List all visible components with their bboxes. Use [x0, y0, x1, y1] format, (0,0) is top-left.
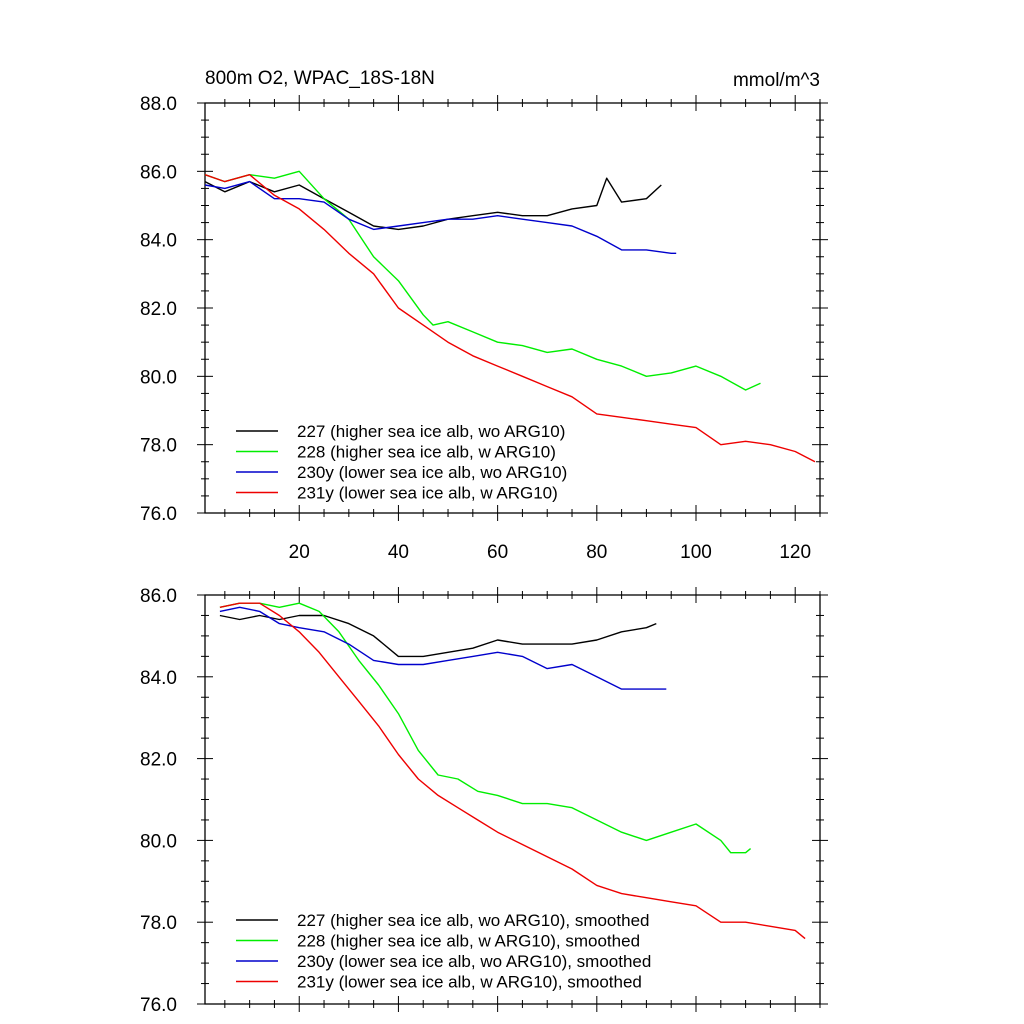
legend-label: 228 (higher sea ice alb, w ARG10): [297, 443, 556, 462]
top-panel: 800m O2, WPAC_18S-18N mmol/m^3 76.0 78.0 8…: [140, 68, 828, 563]
series-line-3: [204, 173, 816, 463]
x-tick-label: 80: [586, 542, 607, 563]
legend-label: 231y (lower sea ice alb, w ARG10): [297, 484, 558, 503]
series-line-2: [219, 606, 667, 690]
legend-label: 230y (lower sea ice alb, wo ARG10), smoo…: [297, 952, 651, 971]
legend-label: 231y (lower sea ice alb, w ARG10), smoot…: [297, 973, 642, 992]
series-line-3: [219, 602, 806, 940]
series-line-1: [204, 170, 761, 391]
legend-label: 227 (higher sea ice alb, wo ARG10): [297, 422, 565, 441]
top-y-tick-labels: 76.0 78.0 80.0 82.0 84.0 86.0 88.0: [140, 94, 177, 525]
y-tick-label: 84.0: [140, 231, 177, 252]
y-tick-label: 78.0: [140, 913, 177, 934]
legend-label: 230y (lower sea ice alb, wo ARG10): [297, 463, 567, 482]
top-panel-units: mmol/m^3: [733, 70, 820, 91]
y-tick-label: 86.0: [140, 586, 177, 607]
x-tick-label: 100: [680, 542, 712, 563]
series-line-2: [204, 180, 677, 255]
series-line-1: [219, 602, 752, 854]
top-legend: 227 (higher sea ice alb, wo ARG10) 228 (h…: [236, 422, 567, 503]
y-tick-label: 80.0: [140, 367, 177, 388]
top-x-tick-labels: 20 40 60 80 100 120: [289, 542, 811, 563]
y-tick-label: 82.0: [140, 750, 177, 771]
bottom-legend: 227 (higher sea ice alb, wo ARG10), smoo…: [236, 911, 651, 992]
x-tick-label: 40: [388, 542, 409, 563]
y-tick-label: 76.0: [140, 995, 177, 1016]
bottom-series-lines: [219, 602, 806, 940]
legend-label: 228 (higher sea ice alb, w ARG10), smoot…: [297, 932, 640, 951]
y-tick-label: 84.0: [140, 668, 177, 689]
y-tick-label: 86.0: [140, 162, 177, 183]
y-tick-label: 76.0: [140, 504, 177, 525]
top-panel-title: 800m O2, WPAC_18S-18N: [205, 68, 435, 89]
y-tick-label: 78.0: [140, 436, 177, 457]
y-tick-label: 82.0: [140, 299, 177, 320]
y-tick-label: 80.0: [140, 831, 177, 852]
x-tick-label: 120: [779, 542, 811, 563]
x-tick-label: 20: [289, 542, 310, 563]
y-tick-label: 88.0: [140, 94, 177, 115]
x-tick-label: 60: [487, 542, 508, 563]
bottom-panel: 76.0 78.0 80.0 82.0 84.0 86.0 227 (higher sea…: [140, 586, 828, 1016]
top-tick-marks: [197, 95, 828, 521]
bottom-y-tick-labels: 76.0 78.0 80.0 82.0 84.0 86.0: [140, 586, 177, 1016]
series-line-0: [219, 614, 657, 658]
legend-label: 227 (higher sea ice alb, wo ARG10), smoo…: [297, 911, 649, 930]
top-series-lines: [204, 170, 816, 463]
bottom-tick-marks: [197, 587, 828, 1012]
